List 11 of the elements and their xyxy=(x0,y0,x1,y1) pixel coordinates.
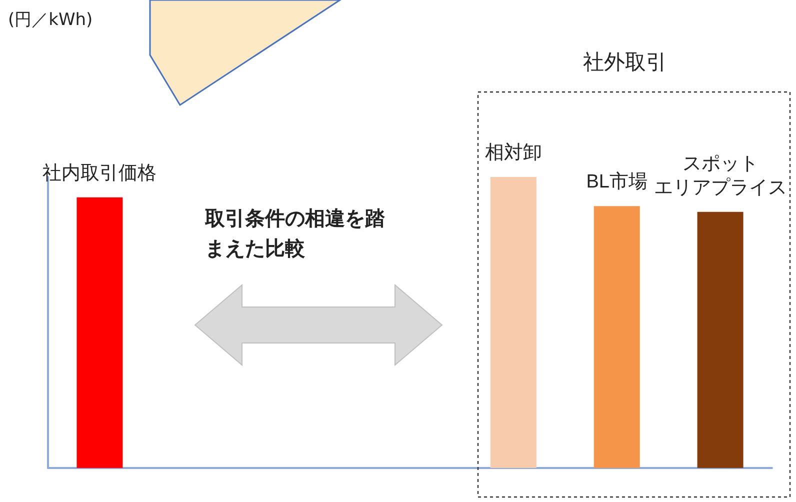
x-tick-label: 相対卸 xyxy=(484,142,542,164)
text: (円／kWh) xyxy=(8,9,93,31)
bar xyxy=(697,212,744,468)
bar xyxy=(594,206,640,468)
annotation: 取引条件の相違を踏まえた比較 xyxy=(205,205,385,262)
x-tick-label: BL市場 xyxy=(586,170,648,193)
x-tick-label: スポットエリアプライス xyxy=(654,153,787,198)
x-tick-label: 社内取引価格 xyxy=(42,162,157,184)
text: 社外取引 xyxy=(583,49,667,76)
bar xyxy=(76,197,123,468)
bar xyxy=(490,177,536,468)
